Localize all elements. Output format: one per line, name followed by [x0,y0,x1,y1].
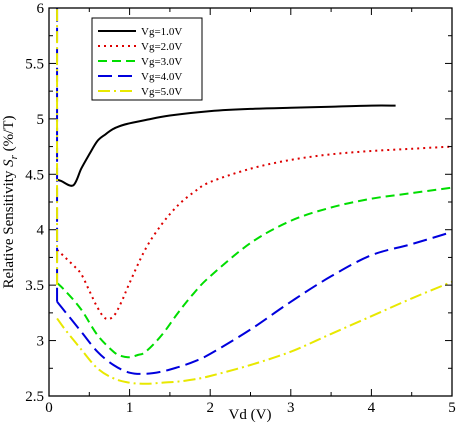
x-tick-label: 0 [45,400,53,416]
series-line-5 [56,280,453,385]
series-line-3 [56,186,453,359]
legend-label-3: Vg=3.0V [141,56,182,68]
y-axis-label-subscript: r [8,154,20,159]
legend: Vg=1.0V Vg=2.0V Vg=3.0V Vg=4.0V Vg=5.0V [91,17,203,101]
y-tick-label: 6 [37,1,45,17]
x-tick-label: 3 [287,400,295,416]
series-line-4 [56,230,453,375]
ticks-layer: 0 1 2 3 4 5 2.5 3 3.5 4 4.5 5 5.5 6 [25,1,456,416]
y-tick-label: 2.5 [25,389,44,405]
series-line-1 [56,104,396,187]
y-tick-label: 3.5 [25,278,44,294]
legend-label-5: Vg=5.0V [141,86,182,98]
y-axis-label-suffix: (%/T) [1,115,17,155]
legend-label-1: Vg=1.0V [141,26,182,38]
legend-label-2: Vg=2.0V [141,41,182,53]
series-line-2 [56,145,453,321]
y-tick-label: 3 [37,334,45,350]
y-tick-label: 4 [37,223,45,239]
y-tick-label: 4.5 [25,167,44,183]
y-axis-label-symbol: S [1,159,17,167]
x-tick-label: 1 [126,400,134,416]
x-tick-label: 4 [368,400,376,416]
x-tick-label: 2 [206,400,214,416]
y-axis-label-prefix: Relative Sensitivity [1,167,17,289]
x-axis-label: Vd (V) [229,407,272,423]
plot-frame [48,7,453,397]
series-layer [56,8,453,385]
y-axis-label: Relative Sensitivity Sr (%/T) [1,115,20,288]
y-tick-label: 5 [37,112,45,128]
y-tick-label: 5.5 [25,56,44,72]
x-tick-label: 5 [448,400,456,416]
legend-label-4: Vg=4.0V [141,71,182,83]
